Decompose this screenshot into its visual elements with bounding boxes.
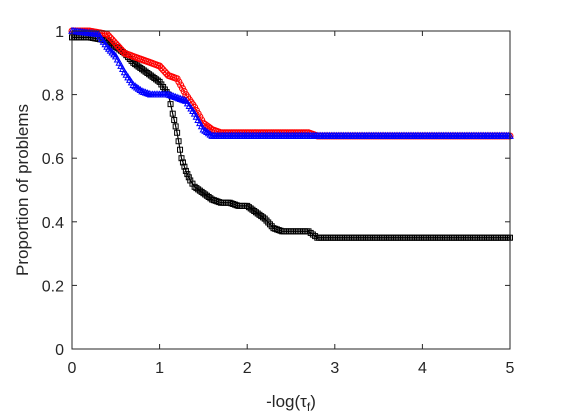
series-1-marker [179,159,186,166]
series-3-marker [138,87,146,95]
series-1-marker [181,163,188,170]
series-1-marker [261,215,268,222]
series-3-marker [168,91,176,99]
series-3-marker [166,90,174,99]
series-3-marker [175,94,183,102]
series-1-marker [171,117,178,124]
series-1-marker [265,219,272,226]
series-2-marker [108,36,116,44]
series-2-marker [114,42,122,50]
series-1-marker [182,167,189,174]
series-3-marker [169,92,178,100]
series-2-marker [115,44,123,52]
series-1-marker [169,110,176,117]
series-1-marker [263,217,270,224]
series-1-marker [167,101,174,108]
axes-box [71,30,511,350]
series-1-marker [266,221,273,228]
axes: 0 1 2 3 4 5 0 0.2 0.4 0.6 0.8 1 [42,24,515,377]
series-3-marker [171,92,180,101]
series-2-marker [161,68,169,76]
series-3-marker [139,87,148,95]
x-axis-label: -log(τf) [266,392,316,414]
x-tick-label: 1 [155,360,164,377]
series-2-marker [159,66,167,74]
series-3-marker [141,88,150,96]
x-axis-label-close: ) [310,392,316,411]
series-layer [68,26,514,241]
x-tick-label: 5 [506,360,515,377]
series-1-marker [178,155,185,162]
series-2-marker [117,45,125,53]
y-tick-label: 1 [55,24,64,41]
x-tick-label: 0 [68,360,77,377]
series-1-marker [154,77,161,84]
series-3-marker [180,96,188,104]
x-tick-label: 3 [330,360,339,377]
series-3-marker [178,95,187,103]
y-axis-label: Proportion of problems [13,104,32,276]
series-1-marker [174,129,181,136]
series-2-marker [112,40,120,48]
series-1-marker [185,174,192,181]
series-2-marker [110,38,118,46]
x-tick-label: 4 [418,360,427,377]
series-3-marker [145,89,153,97]
y-tick-label: 0.2 [42,278,64,295]
x-axis-label-subscript: f [307,400,311,414]
y-tick-label: 0 [55,342,64,359]
series-1-marker [184,171,191,178]
x-tick-label: 2 [243,360,252,377]
series-2-marker [157,64,165,72]
series-1-marker [177,146,184,153]
x-axis-label-main: -log(τ [266,392,307,411]
plot-area [72,31,510,349]
series-3-marker [164,90,173,98]
series-3-marker [143,89,152,97]
series-2-marker [107,34,115,42]
series-3 [68,26,514,139]
y-tick-label: 0.4 [42,215,64,232]
series-1-marker [172,123,179,130]
series-3-marker [173,93,181,101]
y-tick-label: 0.8 [42,88,64,105]
series-1-marker [175,138,182,145]
series-1-marker [259,214,266,221]
series-3-marker [176,94,185,102]
series-2-marker [156,62,164,70]
series-2-marker [105,32,113,40]
y-tick-label: 0.6 [42,151,64,168]
